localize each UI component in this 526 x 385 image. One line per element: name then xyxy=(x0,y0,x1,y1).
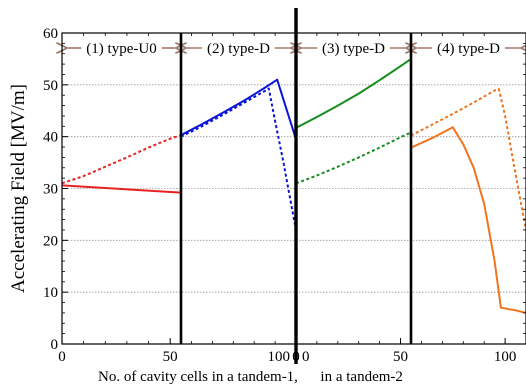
y-tick-label: 40 xyxy=(43,130,58,146)
grid-layer xyxy=(62,84,526,293)
x-tick-label: 0 xyxy=(292,349,300,365)
section-label: (2) type-D xyxy=(207,41,270,57)
labels-layer: 0 10 20 30 40 50 60 0 50 (1) type-U0 (2) type-D 0 50… xyxy=(8,26,516,385)
frame-layer xyxy=(62,8,526,364)
data-layer xyxy=(61,58,526,314)
series-line-2-solid xyxy=(180,78,297,140)
x-axis-title: No. of cavity cells in a tandem-1, in a … xyxy=(98,369,403,385)
x-tick-label: 0 xyxy=(302,349,310,365)
y-tick-label: 0 xyxy=(51,337,59,353)
y-tick-label: 20 xyxy=(43,233,58,249)
y-tick-label: 60 xyxy=(43,26,58,42)
plot-frame xyxy=(61,32,526,345)
section-label: (4) type-D xyxy=(437,41,500,57)
series-line-4-dashed xyxy=(410,88,526,231)
series-line-1-solid xyxy=(61,184,182,194)
section-label: (3) type-D xyxy=(322,41,385,57)
series-line-3-dashed xyxy=(295,131,412,185)
series-line-4-solid xyxy=(410,126,526,314)
y-tick-label: 10 xyxy=(43,285,58,301)
x-tick-label: 50 xyxy=(393,349,408,365)
series-line-2-dashed xyxy=(180,87,297,231)
x-tick-label: 50 xyxy=(163,349,178,365)
x-tick-label: 100 xyxy=(268,349,291,365)
y-axis-title: Accelerating Field [MV/m] xyxy=(8,84,29,293)
y-tick-label: 30 xyxy=(43,182,58,198)
series-line-1-dashed xyxy=(61,134,182,185)
x-tick-label: 100 xyxy=(494,349,517,365)
x-tick-label: 0 xyxy=(58,349,66,365)
y-tick-label: 50 xyxy=(43,78,58,94)
series-line-3-solid xyxy=(295,58,412,129)
section-label: (1) type-U0 xyxy=(86,41,156,57)
